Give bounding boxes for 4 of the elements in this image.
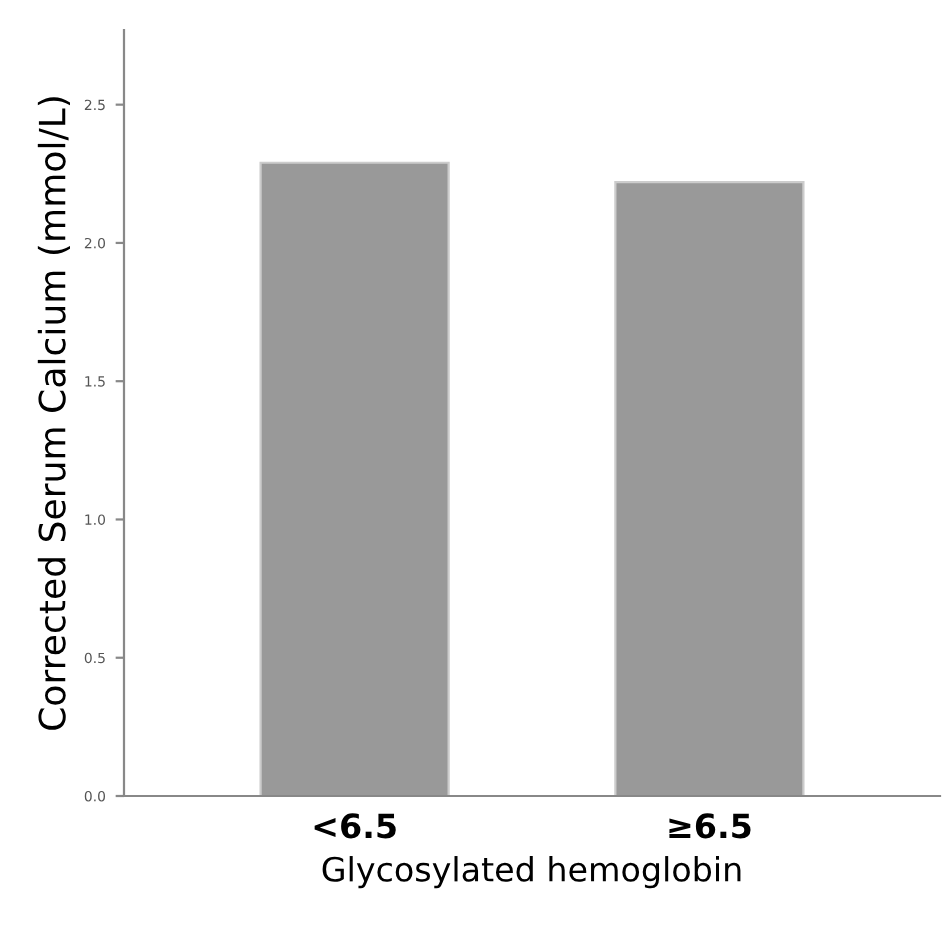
x-axis-title: Glycosylated hemoglobin: [322, 856, 741, 889]
y-axis-title: Corrected Serum Calcium (mmol/L): [37, 97, 70, 730]
x-tick-label: <6.5: [314, 813, 396, 839]
x-tick-label: ≥6.5: [669, 813, 751, 839]
